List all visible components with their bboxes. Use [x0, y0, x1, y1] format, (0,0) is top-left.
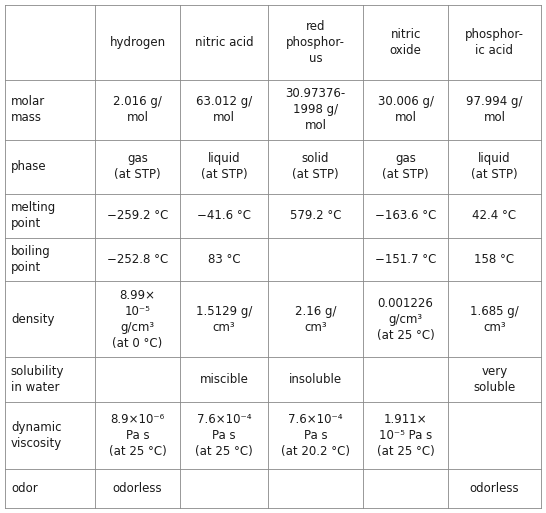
Text: gas
(at STP): gas (at STP)	[382, 152, 429, 181]
Text: molar
mass: molar mass	[11, 95, 45, 124]
Text: 42.4 °C: 42.4 °C	[472, 209, 517, 222]
Text: very
soluble: very soluble	[473, 365, 515, 394]
Text: 7.6×10⁻⁴
Pa s
(at 20.2 °C): 7.6×10⁻⁴ Pa s (at 20.2 °C)	[281, 412, 350, 458]
Text: 63.012 g/
mol: 63.012 g/ mol	[196, 95, 252, 124]
Text: −163.6 °C: −163.6 °C	[375, 209, 436, 222]
Text: 1.911×
10⁻⁵ Pa s
(at 25 °C): 1.911× 10⁻⁵ Pa s (at 25 °C)	[377, 412, 435, 458]
Text: nitric
oxide: nitric oxide	[390, 28, 422, 57]
Text: 8.9×10⁻⁶
Pa s
(at 25 °C): 8.9×10⁻⁶ Pa s (at 25 °C)	[109, 412, 167, 458]
Text: 97.994 g/
mol: 97.994 g/ mol	[466, 95, 523, 124]
Text: 0.001226
g/cm³
(at 25 °C): 0.001226 g/cm³ (at 25 °C)	[377, 297, 435, 342]
Text: dynamic
viscosity: dynamic viscosity	[11, 421, 62, 450]
Text: 1.5129 g/
cm³: 1.5129 g/ cm³	[196, 305, 252, 334]
Text: liquid
(at STP): liquid (at STP)	[201, 152, 247, 181]
Text: odorless: odorless	[112, 482, 162, 495]
Text: liquid
(at STP): liquid (at STP)	[471, 152, 518, 181]
Text: −41.6 °C: −41.6 °C	[197, 209, 251, 222]
Text: hydrogen: hydrogen	[109, 36, 165, 49]
Text: density: density	[11, 313, 55, 326]
Text: solubility
in water: solubility in water	[11, 365, 64, 394]
Text: boiling
point: boiling point	[11, 245, 51, 274]
Text: insoluble: insoluble	[289, 373, 342, 386]
Text: 8.99×
10⁻⁵
g/cm³
(at 0 °C): 8.99× 10⁻⁵ g/cm³ (at 0 °C)	[112, 289, 163, 350]
Text: 83 °C: 83 °C	[207, 253, 240, 266]
Text: solid
(at STP): solid (at STP)	[292, 152, 339, 181]
Text: miscible: miscible	[199, 373, 248, 386]
Text: 1.685 g/
cm³: 1.685 g/ cm³	[470, 305, 519, 334]
Text: nitric acid: nitric acid	[195, 36, 253, 49]
Text: 2.16 g/
cm³: 2.16 g/ cm³	[295, 305, 336, 334]
Text: 158 °C: 158 °C	[474, 253, 514, 266]
Text: −259.2 °C: −259.2 °C	[107, 209, 168, 222]
Text: 579.2 °C: 579.2 °C	[289, 209, 341, 222]
Text: 30.97376-
1998 g/
mol: 30.97376- 1998 g/ mol	[285, 87, 346, 132]
Text: phosphor-
ic acid: phosphor- ic acid	[465, 28, 524, 57]
Text: 30.006 g/
mol: 30.006 g/ mol	[378, 95, 434, 124]
Text: 7.6×10⁻⁴
Pa s
(at 25 °C): 7.6×10⁻⁴ Pa s (at 25 °C)	[195, 412, 253, 458]
Text: −252.8 °C: −252.8 °C	[107, 253, 168, 266]
Text: gas
(at STP): gas (at STP)	[114, 152, 161, 181]
Text: melting
point: melting point	[11, 202, 56, 230]
Text: phase: phase	[11, 160, 46, 173]
Text: 2.016 g/
mol: 2.016 g/ mol	[113, 95, 162, 124]
Text: −151.7 °C: −151.7 °C	[375, 253, 436, 266]
Text: odor: odor	[11, 482, 38, 495]
Text: odorless: odorless	[470, 482, 519, 495]
Text: red
phosphor-
us: red phosphor- us	[286, 20, 345, 65]
